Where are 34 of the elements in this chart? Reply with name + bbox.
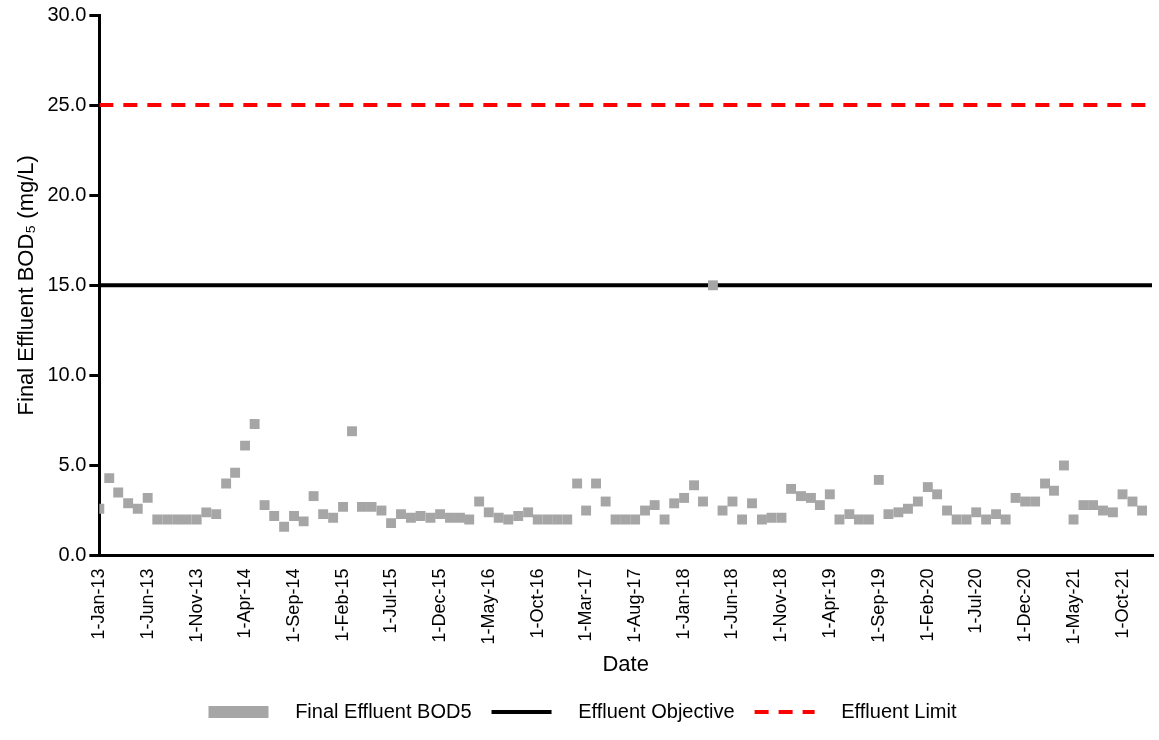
x-tick-label: 1-Mar-17: [575, 568, 596, 642]
y-axis-title: Final Effluent BOD₅ (mg/L): [13, 155, 39, 416]
y-tick-label: 25.0: [47, 92, 87, 115]
x-tick-label: 1-Jan-13: [88, 568, 109, 640]
y-tick-label: 0.0: [58, 543, 87, 566]
x-tick-label: 1-Jul-20: [965, 568, 986, 634]
x-tick-label: 1-Sep-19: [867, 568, 888, 643]
x-tick-label: 1-Oct-16: [526, 568, 547, 639]
x-tick-label: 1-Sep-14: [283, 568, 304, 643]
legend-label: Effluent Limit: [824, 699, 957, 722]
x-tick-label: 1-Aug-17: [624, 568, 645, 643]
x-tick-label: 1-Jan-18: [673, 568, 694, 640]
x-tick-label: 1-May-21: [1062, 568, 1083, 645]
x-tick-label: 1-Nov-13: [185, 568, 206, 643]
x-tick-label: 1-Jun-13: [136, 568, 157, 640]
y-tick-label: 15.0: [47, 272, 87, 295]
x-tick-label: 1-Feb-20: [916, 568, 937, 642]
x-tick-label: 1-Apr-14: [234, 568, 255, 639]
y-tick-label: 20.0: [47, 182, 87, 205]
x-tick-label: 1-Dec-15: [429, 568, 450, 643]
x-tick-label: 1-Nov-18: [770, 568, 791, 643]
legend-label: Effluent Objective: [561, 699, 735, 722]
x-tick-label: 1-Dec-20: [1014, 568, 1035, 643]
y-tick-label: 10.0: [47, 362, 87, 385]
x-tick-label: 1-Apr-19: [818, 568, 839, 639]
x-tick-label: 1-May-16: [477, 568, 498, 645]
x-tick-label: 1-Oct-21: [1111, 568, 1132, 639]
x-axis-title: Date: [602, 650, 649, 676]
x-tick-label: 1-Feb-15: [332, 568, 353, 642]
y-tick-label: 30.0: [47, 2, 87, 25]
y-tick-label: 5.0: [58, 452, 87, 475]
x-tick-label: 1-Jun-18: [721, 568, 742, 640]
x-tick-label: 1-Jul-15: [380, 568, 401, 634]
legend-label: Final Effluent BOD5: [278, 699, 472, 722]
